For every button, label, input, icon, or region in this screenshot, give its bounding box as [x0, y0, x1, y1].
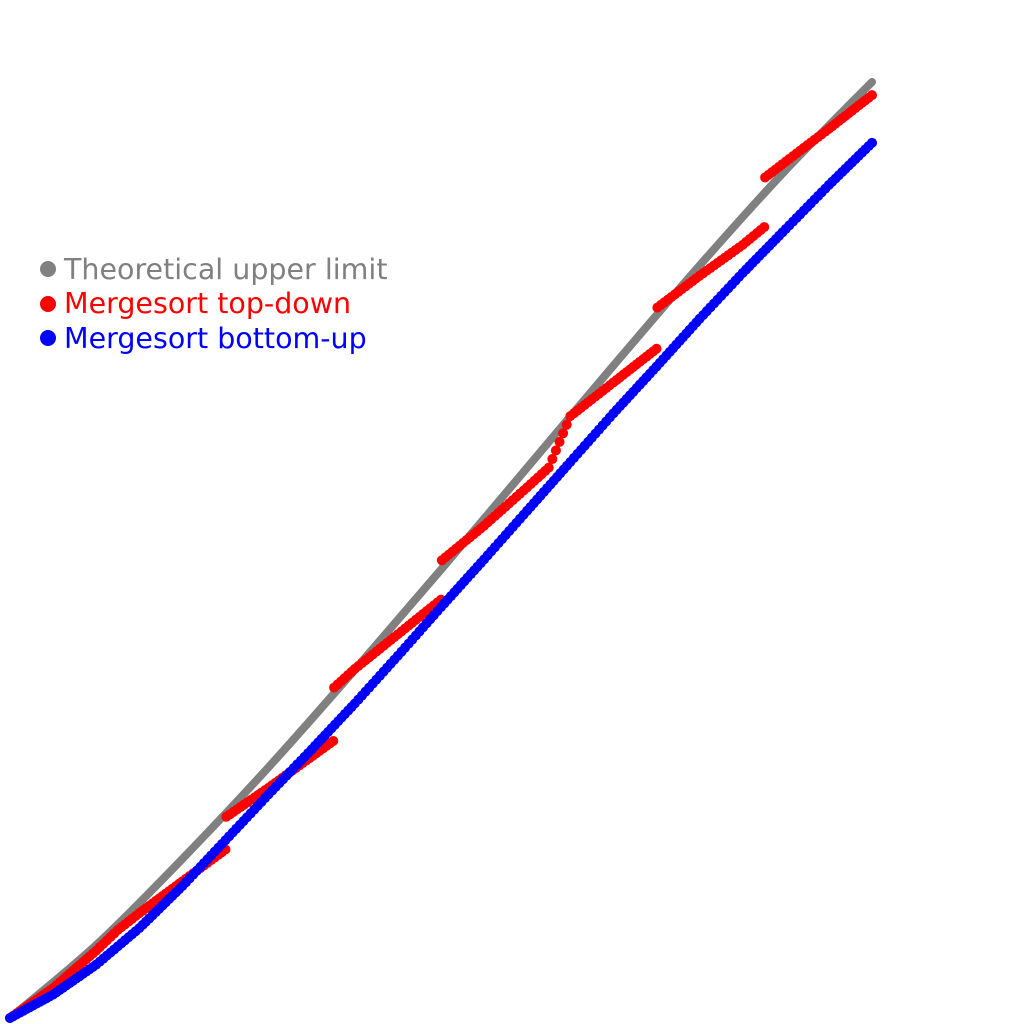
legend-item-theoretical: Theoretical upper limit	[40, 252, 388, 287]
data-point-mergesort-top-down	[554, 436, 565, 447]
data-point-mergesort-top-down	[561, 419, 572, 430]
legend-label-bottom-up: Mergesort bottom-up	[64, 321, 367, 355]
series-mergesort-top-down	[5, 90, 877, 1023]
data-point-mergesort-top-down	[550, 445, 561, 456]
legend-marker-theoretical	[40, 261, 56, 278]
data-point-mergesort-top-down	[547, 454, 558, 465]
series-layer	[5, 78, 877, 1023]
data-point-mergesort-top-down	[651, 343, 662, 354]
legend-item-bottom-up: Mergesort bottom-up	[40, 321, 388, 356]
series-line-theoretical-upper-limit	[6, 78, 876, 1022]
legend-item-top-down: Mergesort top-down	[40, 287, 388, 322]
series-theoretical-upper-limit	[6, 78, 876, 1022]
data-point-mergesort-top-down	[328, 735, 339, 746]
legend-label-top-down: Mergesort top-down	[64, 287, 352, 321]
data-point-mergesort-bottom-up	[867, 137, 877, 148]
legend: Theoretical upper limit Mergesort top-do…	[40, 252, 388, 356]
data-point-mergesort-top-down	[759, 222, 770, 233]
series-mergesort-bottom-up	[5, 137, 877, 1023]
data-point-mergesort-top-down	[543, 462, 554, 473]
legend-marker-top-down	[40, 295, 56, 312]
data-point-mergesort-top-down	[867, 90, 877, 101]
legend-marker-bottom-up	[40, 330, 56, 347]
data-point-mergesort-top-down	[558, 428, 569, 439]
legend-label-theoretical: Theoretical upper limit	[64, 252, 388, 286]
